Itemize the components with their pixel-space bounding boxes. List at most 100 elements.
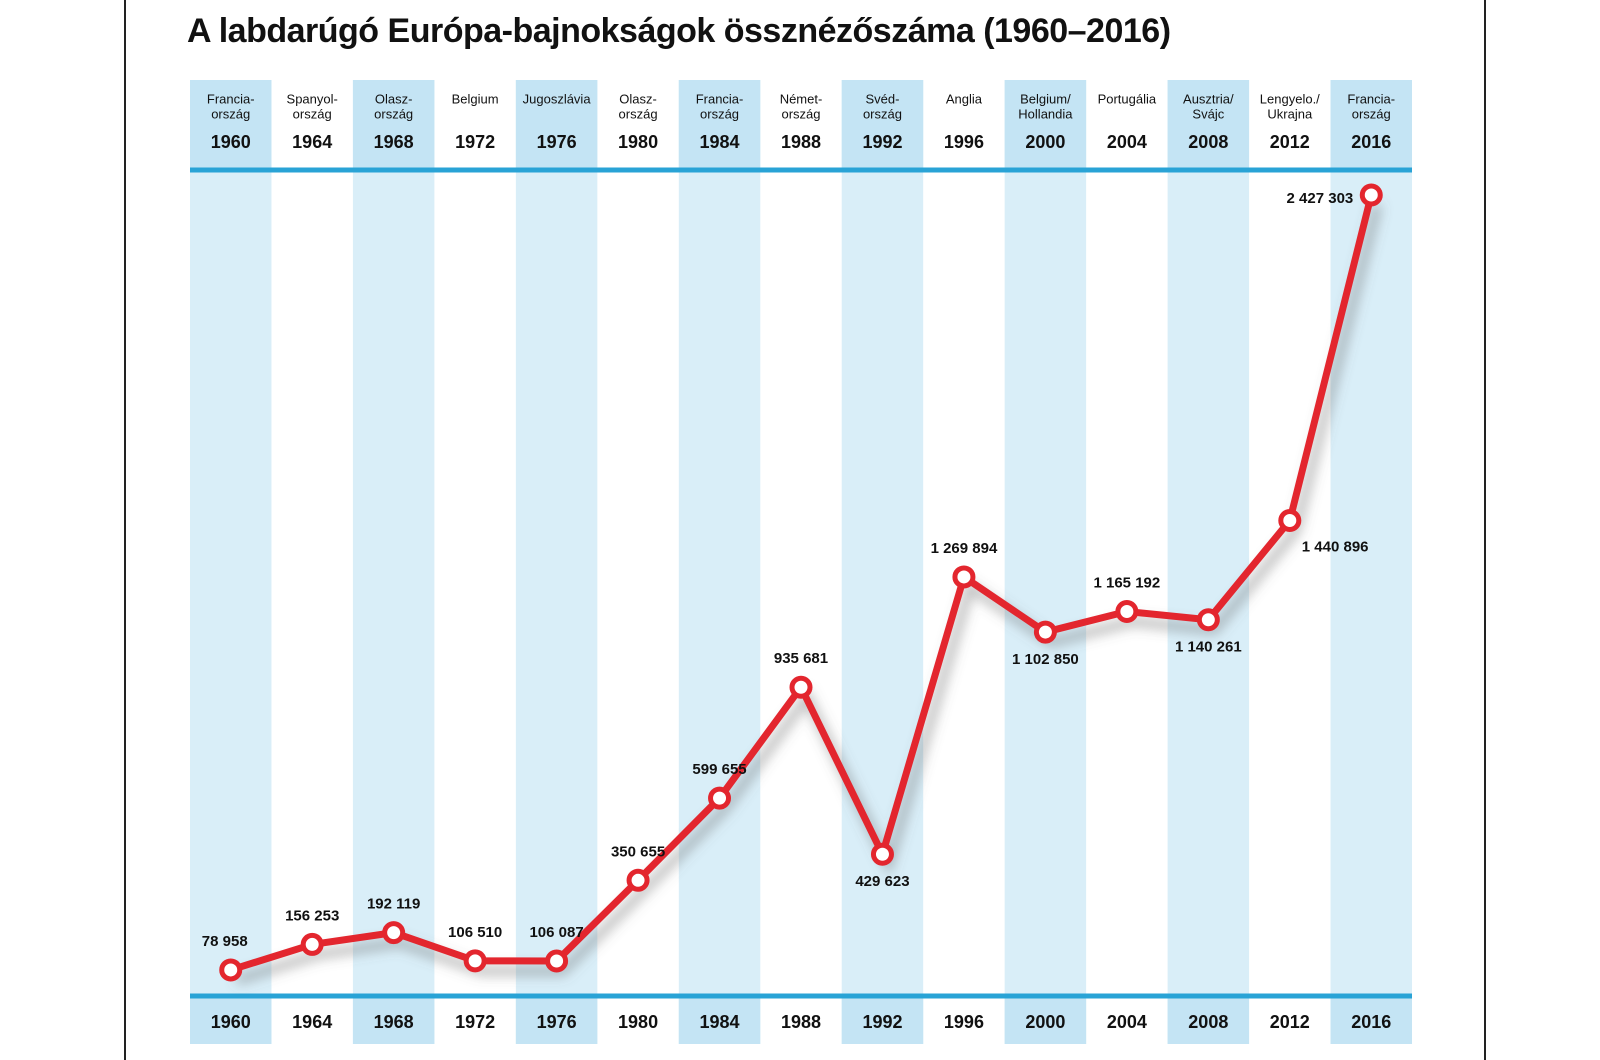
host-label: Olasz- xyxy=(375,91,413,106)
header-band xyxy=(841,80,924,168)
x-tick-label: 1992 xyxy=(862,1012,902,1032)
value-label: 156 253 xyxy=(285,907,339,924)
footer-band xyxy=(1167,998,1250,1044)
data-point xyxy=(708,786,732,810)
value-label: 935 681 xyxy=(774,650,828,667)
x-tick-label: 1972 xyxy=(455,1012,495,1032)
header-band xyxy=(352,80,435,168)
host-label: Ukrajna xyxy=(1267,106,1313,121)
year-label-top: 1968 xyxy=(374,132,414,152)
value-label: 1 102 850 xyxy=(1012,651,1079,668)
column-band xyxy=(1167,80,1250,1044)
column-band xyxy=(190,80,272,1044)
host-label: ország xyxy=(1352,106,1391,121)
host-label: Anglia xyxy=(946,91,983,106)
host-label: Német- xyxy=(780,91,823,106)
value-label: 2 427 303 xyxy=(1287,190,1354,207)
x-tick-label: 1988 xyxy=(781,1012,821,1032)
year-label-top: 1972 xyxy=(455,132,495,152)
host-label: Spanyol- xyxy=(287,91,338,106)
header-band xyxy=(190,80,272,168)
column-band xyxy=(352,80,435,1044)
year-label-top: 2012 xyxy=(1270,132,1310,152)
host-label: ország xyxy=(700,106,739,121)
data-point xyxy=(1359,183,1383,207)
year-label-top: 2008 xyxy=(1188,132,1228,152)
header-band xyxy=(1167,80,1250,168)
value-label: 106 510 xyxy=(448,924,502,941)
host-label: Francia- xyxy=(696,91,744,106)
host-label: Svéd- xyxy=(865,91,899,106)
x-tick-label: 2016 xyxy=(1351,1012,1391,1032)
host-label: ország xyxy=(619,106,658,121)
host-label: Francia- xyxy=(207,91,255,106)
host-label: Portugália xyxy=(1098,91,1157,106)
host-label: Olasz- xyxy=(619,91,657,106)
year-label-top: 1976 xyxy=(537,132,577,152)
x-tick-label: 2008 xyxy=(1188,1012,1228,1032)
footer-band xyxy=(841,998,924,1044)
data-point xyxy=(1278,509,1302,533)
host-label: Belgium xyxy=(452,91,499,106)
year-label-top: 1980 xyxy=(618,132,658,152)
value-label: 599 655 xyxy=(692,761,746,778)
value-label: 1 269 894 xyxy=(931,540,998,557)
value-label: 192 119 xyxy=(367,896,420,913)
data-point xyxy=(952,565,976,589)
host-label: Francia- xyxy=(1347,91,1395,106)
data-point xyxy=(219,958,243,982)
column-band xyxy=(841,80,924,1044)
footer-band xyxy=(352,998,435,1044)
value-label: 1 165 192 xyxy=(1093,574,1160,591)
x-tick-label: 1960 xyxy=(211,1012,251,1032)
host-label: Svájc xyxy=(1192,106,1224,121)
year-label-top: 1984 xyxy=(700,132,740,152)
year-label-top: 2000 xyxy=(1025,132,1065,152)
x-tick-label: 1964 xyxy=(292,1012,332,1032)
footer-band xyxy=(1004,998,1087,1044)
header-band xyxy=(678,80,761,168)
host-label: ország xyxy=(863,106,902,121)
year-label-top: 1992 xyxy=(862,132,902,152)
year-label-top: 1988 xyxy=(781,132,821,152)
value-label: 78 958 xyxy=(202,933,248,950)
data-point xyxy=(382,921,406,945)
footer-band xyxy=(190,998,272,1044)
value-label: 106 087 xyxy=(529,924,583,941)
footer-band xyxy=(1330,998,1412,1044)
year-label-top: 2004 xyxy=(1107,132,1147,152)
x-tick-label: 1980 xyxy=(618,1012,658,1032)
data-point xyxy=(626,868,650,892)
data-point xyxy=(870,842,894,866)
data-point xyxy=(1115,599,1139,623)
x-tick-label: 1976 xyxy=(537,1012,577,1032)
column-bands xyxy=(190,80,1412,1044)
x-tick-label: 2000 xyxy=(1025,1012,1065,1032)
header-band xyxy=(1330,80,1412,168)
header-band xyxy=(515,80,598,168)
year-label-top: 2016 xyxy=(1351,132,1391,152)
host-label: Belgium/ xyxy=(1020,91,1071,106)
year-label-top: 1960 xyxy=(211,132,251,152)
footer-band xyxy=(515,998,598,1044)
host-label: Hollandia xyxy=(1018,106,1073,121)
footer-band xyxy=(678,998,761,1044)
data-point xyxy=(1196,608,1220,632)
data-point xyxy=(463,949,487,973)
chart-title: A labdarúgó Európa-bajnokságok össznézős… xyxy=(187,12,1171,50)
host-label: Lengyelo./ xyxy=(1260,91,1320,106)
value-label: 350 655 xyxy=(611,843,665,860)
column-band xyxy=(678,80,761,1044)
x-tick-label: 2004 xyxy=(1107,1012,1147,1032)
host-label: ország xyxy=(374,106,413,121)
x-tick-label: 1996 xyxy=(944,1012,984,1032)
data-point xyxy=(300,932,324,956)
data-point xyxy=(1033,620,1057,644)
host-label: ország xyxy=(293,106,332,121)
host-label: ország xyxy=(781,106,820,121)
year-label-top: 1996 xyxy=(944,132,984,152)
column-band xyxy=(1004,80,1087,1044)
x-tick-label: 2012 xyxy=(1270,1012,1310,1032)
value-label: 429 623 xyxy=(855,873,909,890)
